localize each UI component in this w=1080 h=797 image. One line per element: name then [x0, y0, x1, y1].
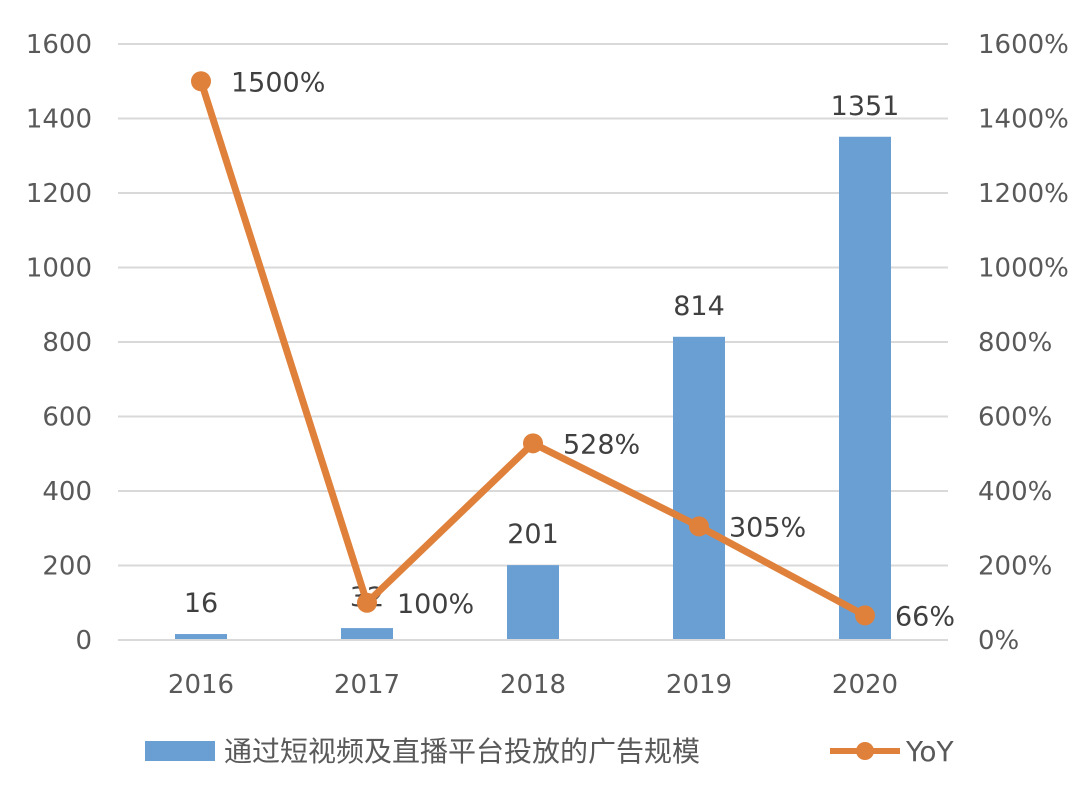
left-y-tick-label: 600 — [42, 403, 92, 433]
bar — [341, 628, 393, 640]
yoy-data-label: 66% — [895, 601, 955, 632]
x-tick-label: 2018 — [500, 670, 566, 700]
bar-data-label: 814 — [673, 291, 725, 322]
bar-data-label: 201 — [507, 519, 559, 550]
legend-bar-swatch — [145, 741, 215, 761]
yoy-point — [523, 433, 543, 454]
right-y-tick-label: 800% — [978, 328, 1052, 358]
right-y-tick-label: 1400% — [978, 105, 1069, 135]
right-y-tick-label: 600% — [978, 403, 1052, 433]
right-y-tick-label: 1200% — [978, 179, 1069, 209]
bar-series — [175, 136, 891, 640]
yoy-point — [855, 605, 875, 626]
bar-data-label: 16 — [184, 588, 218, 619]
right-y-tick-label: 0% — [978, 626, 1019, 656]
right-y-tick-label: 400% — [978, 477, 1052, 507]
yoy-data-label: 305% — [729, 512, 806, 543]
line-data-labels: 1500% 100% 528% 305% 66% — [231, 67, 955, 632]
legend-bar-label: 通过短视频及直播平台投放的广告规模 — [224, 735, 700, 768]
bar — [507, 565, 559, 640]
x-tick-label: 2017 — [334, 670, 400, 700]
left-y-tick-label: 1400 — [26, 105, 92, 135]
yoy-point — [191, 71, 211, 92]
legend-line-marker — [856, 742, 874, 760]
left-y-tick-label: 800 — [42, 328, 92, 358]
legend-line-label: YoY — [905, 735, 955, 768]
bar — [839, 136, 891, 640]
legend: 通过短视频及直播平台投放的广告规模 YoY — [145, 735, 955, 768]
left-y-tick-label: 1600 — [26, 30, 92, 60]
bar-data-labels: 16322018141351 — [184, 91, 900, 619]
x-axis: 2016 2017 2018 2019 2020 — [118, 639, 948, 700]
x-tick-label: 2020 — [832, 670, 898, 700]
right-y-tick-label: 1000% — [978, 254, 1069, 284]
left-y-tick-label: 1000 — [26, 254, 92, 284]
grid-lines — [118, 43, 948, 641]
right-y-axis: 0% 200% 400% 600% 800% 1000% 1200% 1400% 1600% — [978, 30, 1069, 656]
yoy-point — [357, 592, 377, 613]
line-series — [191, 71, 875, 626]
right-y-tick-label: 200% — [978, 552, 1052, 582]
x-tick-label: 2019 — [666, 670, 732, 700]
yoy-data-label: 1500% — [231, 67, 325, 98]
right-y-tick-label: 1600% — [978, 30, 1069, 60]
left-y-tick-label: 200 — [42, 552, 92, 582]
left-y-tick-label: 0 — [75, 626, 92, 656]
bar-data-label: 1351 — [831, 91, 900, 122]
yoy-data-label: 528% — [563, 429, 640, 460]
bar — [175, 634, 227, 640]
left-y-tick-label: 1200 — [26, 179, 92, 209]
x-tick-label: 2016 — [168, 670, 234, 700]
yoy-data-label: 100% — [397, 589, 474, 620]
yoy-point — [689, 516, 709, 537]
left-y-tick-label: 400 — [42, 477, 92, 507]
bar — [673, 336, 725, 640]
left-y-axis: 0 200 400 600 800 1000 1200 1400 1600 — [26, 30, 92, 656]
